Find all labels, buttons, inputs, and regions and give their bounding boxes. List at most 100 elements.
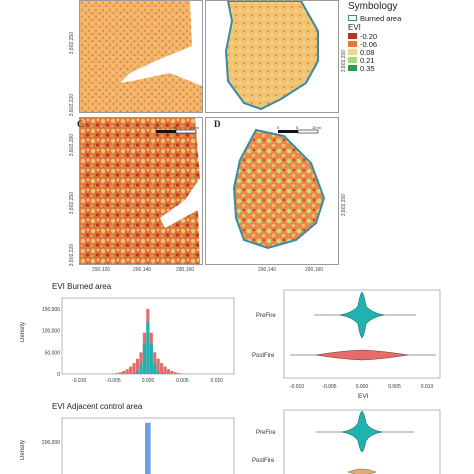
hist-control: 100,000200,000: [42, 417, 235, 474]
hist-burned-bar-0-18: [173, 372, 177, 374]
hist-burned-ytick-2: 100,000: [42, 329, 60, 335]
legend-item-1: -0.20: [348, 31, 378, 41]
legend: Symbology Burned area EVI -0.20 -0.06 0.…: [346, 0, 466, 112]
hist-burned-bar-0-13: [156, 358, 160, 374]
hist-burned-xtick-4: 0.010: [211, 378, 224, 384]
y-tick-top-2: 3,802,220: [69, 94, 75, 117]
violin-burned-postfire-body: [315, 349, 409, 361]
violin-burned: PreFire PostFire -0.010 -0.005 0.000 0.005 0…: [252, 289, 441, 400]
hist-burned-bar-0-3: [122, 370, 126, 374]
legend-swatch-2: [348, 41, 357, 47]
map-d-canvas: [232, 128, 326, 250]
scale-right-10: 10 m: [312, 125, 322, 130]
legend-item-2: -0.06: [348, 40, 377, 49]
hist-control-bar-0-1: [145, 422, 151, 474]
legend-swatch-5: [348, 65, 357, 71]
legend-item-3: 0.08: [348, 47, 375, 57]
hist-burned-bar-0-7: [135, 358, 140, 374]
legend-swatch-4: [348, 57, 357, 63]
legend-burned-area: Burned area: [348, 13, 402, 23]
hist-burned-ytick-3: 150,000: [42, 307, 60, 313]
legend-swatch-3: [348, 49, 357, 55]
legend-item-5: 0.35: [348, 63, 375, 73]
hist-burned-bar-0-19: [177, 373, 181, 374]
map-b-canvas: [224, 1, 319, 111]
violin-control-postfire-body: [347, 468, 377, 474]
hist-burned-bar-0-8: [139, 352, 143, 374]
hist-burned-bar-0-14: [160, 363, 164, 374]
y-tick-bottom-1: 3,802,280: [69, 134, 75, 157]
y-tick-bottom-2: 3,802,250: [69, 192, 75, 215]
panel-letter-c: C: [77, 119, 84, 129]
legend-value-3: 0.08: [360, 47, 375, 57]
map-c-field: [80, 118, 200, 264]
hist-burned-xtick-3: 0.005: [176, 378, 189, 384]
legend-title: Symbology: [348, 1, 398, 12]
violin-burned-xtick-1: -0.005: [322, 384, 336, 390]
hist-burned-bar-1-14: [160, 373, 164, 374]
hist-burned-bar-1-8: [139, 363, 143, 374]
burned-area-swatch: [348, 15, 357, 21]
hist-control-bars: [145, 422, 151, 474]
scale-left-0: 0: [155, 125, 158, 130]
map-a-field: [80, 1, 202, 112]
hist-burned-bar-1-11: [149, 343, 153, 374]
scale-left-20: 20 m: [190, 125, 200, 130]
x-tick-right-2: 290,160: [305, 267, 324, 273]
control-chart-title: EVI Adjacent control area: [52, 402, 143, 411]
map-b-burned-area: [224, 1, 319, 111]
map-d-burned-area: [232, 128, 326, 250]
violin-burned-xlabel: EVI: [358, 393, 369, 400]
x-tick-right-1: 290,140: [258, 267, 277, 273]
y-tick-bottom-3: 3,802,220: [69, 244, 75, 267]
legend-evi-label: EVI: [348, 23, 361, 32]
map-c-canvas: [80, 118, 200, 264]
legend-value-1: -0.20: [360, 31, 378, 41]
hist-burned-bar-0-2: [118, 372, 122, 374]
hist-burned-bar-1-9: [142, 343, 146, 374]
violin-burned-xtick-4: 0.010: [421, 384, 434, 390]
scale-right-5: 5: [296, 125, 299, 130]
legend-value-4: 0.21: [360, 55, 375, 65]
violin-burned-postfire-label: PostFire: [252, 353, 275, 359]
map-panel-d: [205, 117, 339, 265]
x-tick-left-1: 290,120: [92, 267, 111, 273]
hist-control-yticks: 100,000200,000: [42, 440, 60, 446]
scale-bar-left: 0 10 20 m: [154, 124, 202, 136]
map-panel-c: [79, 117, 203, 265]
legend-swatch-1: [348, 33, 357, 39]
hist-burned-bar-0-17: [170, 370, 174, 374]
hist-burned-bar-1-13: [156, 370, 160, 374]
x-tick-left-2: 290,140: [133, 267, 152, 273]
hist-burned-ytick-0: 0: [57, 372, 60, 378]
hist-burned-bar-0-15: [163, 366, 167, 374]
hist-burned-bar-0-12: [153, 352, 157, 374]
legend-value-5: 0.35: [360, 63, 375, 73]
hist-burned-xtick-0: -0.010: [72, 378, 86, 384]
scale-right-0: 0: [277, 125, 280, 130]
map-panel-b: [205, 0, 339, 113]
map-panel-a: [79, 0, 203, 113]
hist-burned-bar-0-1: [115, 373, 119, 374]
legend-item-4: 0.21: [348, 55, 375, 65]
hist-burned-bars: [111, 308, 184, 374]
hist-burned-yticks: 0 50,000 100,000 150,000: [42, 307, 60, 378]
hist-burned-xticks: -0.010 -0.005 0.000 0.005 0.010: [72, 378, 223, 384]
hist-burned-bar-0-4: [125, 369, 129, 374]
violin-control-prefire-label: PreFire: [256, 430, 276, 436]
scale-bar-right: 0 5 10 m: [276, 124, 324, 136]
hist-burned: 0 50,000 100,000 150,000 -0.010 -0.005 0.000 0…: [42, 297, 235, 384]
violin-control: PreFire PostFire: [252, 409, 441, 474]
hist-burned-bar-0-16: [166, 369, 171, 374]
x-tick-left-3: 290,160: [176, 267, 195, 273]
burned-area-label: Burned area: [360, 13, 402, 23]
map-a-canvas: [80, 1, 202, 112]
hist-burned-bar-0-6: [132, 363, 136, 374]
violin-burned-prefire-body: [339, 291, 385, 339]
violin-control-prefire-body: [341, 410, 383, 453]
hist-burned-xtick-2: 0.000: [142, 378, 155, 384]
violin-burned-xticks: -0.010 -0.005 0.000 0.005 0.010: [290, 384, 434, 390]
control-density-label: Density: [20, 440, 26, 461]
burned-chart-title: EVI Burned area: [52, 282, 112, 291]
y-tick-right-2: 3,802,250: [341, 194, 347, 217]
